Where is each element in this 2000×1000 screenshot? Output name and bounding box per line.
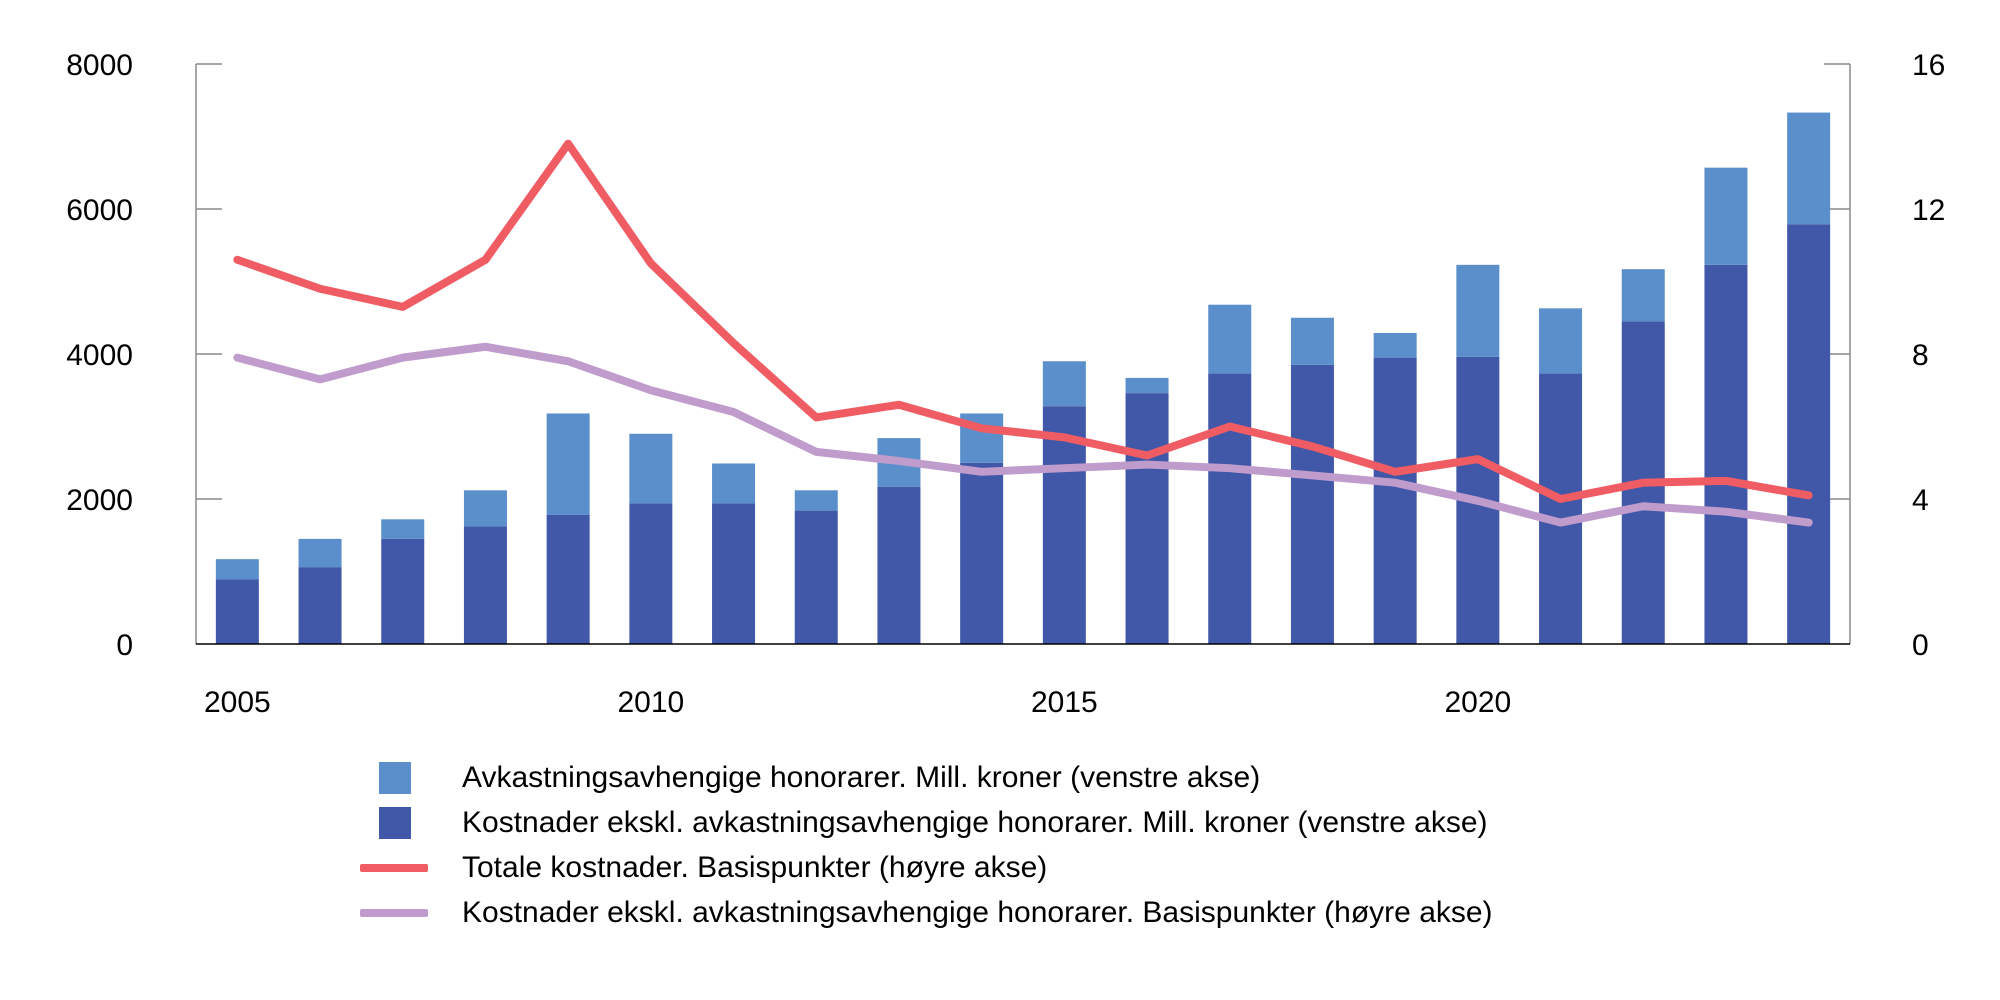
bar-performance-fees [381, 519, 425, 539]
bar-performance-fees [629, 433, 673, 504]
left-tick-label: 4000 [66, 339, 133, 372]
legend-item-costs-excl-fees-bp: Kostnader ekskl. avkastningsavhengige ho… [360, 890, 1493, 935]
line-total-costs-bp [233, 139, 1813, 503]
x-tick-label: 2010 [617, 686, 684, 719]
bar-performance-fees [298, 538, 342, 568]
legend-swatch-box-icon [379, 806, 411, 839]
bar-performance-fees [1787, 112, 1831, 225]
right-tick-label: 16 [1912, 49, 1945, 82]
bar-costs-excl-fees [877, 486, 921, 644]
legend-swatch-line-icon [360, 908, 428, 917]
bar-performance-fees [1456, 264, 1500, 357]
bar-costs-excl-fees [712, 503, 756, 644]
left-tick-label: 6000 [66, 194, 133, 227]
x-tick-label: 2005 [204, 686, 271, 719]
bar-performance-fees [794, 490, 838, 511]
bar-performance-fees [1208, 304, 1252, 374]
legend-swatch-box-icon [379, 761, 411, 794]
legend-item-costs-excl-fees-nok: Kostnader ekskl. avkastningsavhengige ho… [360, 800, 1493, 845]
bar-costs-excl-fees [1787, 224, 1831, 644]
legend-label: Kostnader ekskl. avkastningsavhengige ho… [462, 805, 1488, 839]
legend-item-total-costs-bp: Totale kostnader. Basispunkter (høyre ak… [360, 845, 1493, 890]
bar-performance-fees [1125, 377, 1169, 394]
bar-performance-fees [712, 463, 756, 504]
legend-label: Kostnader ekskl. avkastningsavhengige ho… [462, 895, 1493, 929]
bar-costs-excl-fees [463, 526, 507, 644]
bar-costs-excl-fees [960, 462, 1004, 644]
legend-label: Totale kostnader. Basispunkter (høyre ak… [462, 850, 1048, 884]
legend-swatch-line-icon [360, 863, 428, 872]
bar-costs-excl-fees [215, 579, 259, 644]
bar-performance-fees [215, 559, 259, 580]
right-tick-label: 4 [1912, 484, 1929, 517]
right-tick-label: 8 [1912, 339, 1929, 372]
bar-costs-excl-fees [629, 503, 673, 644]
x-tick-label: 2015 [1031, 686, 1098, 719]
bar-costs-excl-fees [1208, 373, 1252, 644]
bar-performance-fees [1373, 332, 1417, 358]
plot-area: 0 2000 4000 6000 8000 0 4 8 12 16 2005 2010 2015 2020 [66, 49, 1945, 719]
left-tick-label: 8000 [66, 49, 133, 82]
bar-performance-fees [546, 413, 590, 515]
bar-costs-excl-fees [381, 538, 425, 644]
bar-costs-excl-fees [1373, 357, 1417, 644]
bar-performance-fees [463, 490, 507, 527]
bar-performance-fees [1290, 317, 1334, 365]
bar-costs-excl-fees [298, 567, 342, 644]
legend-label: Avkastningsavhengige honorarer. Mill. kr… [462, 760, 1261, 794]
right-tick-label: 12 [1912, 194, 1945, 227]
line-costs-excl-fees-bp [233, 342, 1813, 527]
bar-costs-excl-fees [1290, 364, 1334, 644]
bar-performance-fees [1539, 308, 1583, 374]
bar-costs-excl-fees [1125, 393, 1169, 644]
bar-costs-excl-fees [1042, 406, 1086, 644]
legend: Avkastningsavhengige honorarer. Mill. kr… [360, 755, 1493, 935]
bar-costs-excl-fees [546, 514, 590, 644]
legend-item-performance-fees: Avkastningsavhengige honorarer. Mill. kr… [360, 755, 1493, 800]
bar-performance-fees [1042, 361, 1086, 407]
bar-performance-fees [1704, 167, 1748, 265]
bar-costs-excl-fees [1539, 373, 1583, 644]
left-tick-label: 2000 [66, 484, 133, 517]
x-tick-label: 2020 [1444, 686, 1511, 719]
left-tick-label: 0 [116, 629, 133, 662]
bar-costs-excl-fees [794, 510, 838, 644]
bar-performance-fees [1621, 269, 1665, 322]
bar-costs-excl-fees [1704, 264, 1748, 644]
right-tick-label: 0 [1912, 629, 1929, 662]
